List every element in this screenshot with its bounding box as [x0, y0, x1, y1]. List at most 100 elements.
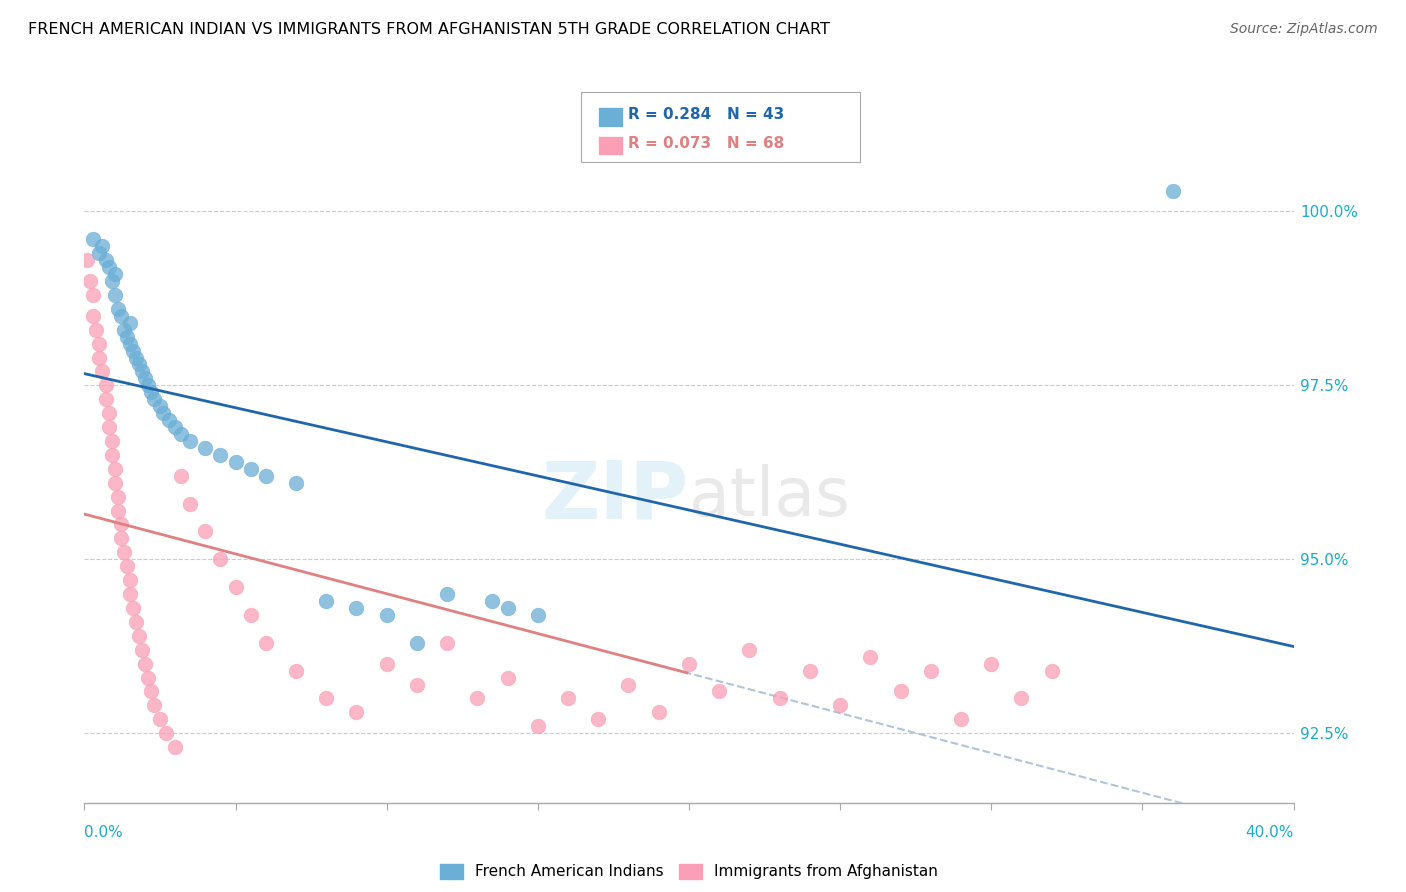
Point [980, 657, 1002, 671]
Point [436, 587, 458, 601]
Point [118, 587, 141, 601]
Point [285, 475, 308, 490]
Point [170, 427, 193, 442]
Point [118, 316, 141, 330]
Point [254, 468, 277, 483]
Point [97, 420, 120, 434]
Point [346, 706, 368, 720]
Point [149, 399, 172, 413]
Point [134, 657, 156, 671]
Point [1161, 184, 1184, 198]
Point [149, 712, 172, 726]
Point [94, 378, 117, 392]
Point [617, 677, 640, 691]
Point [139, 385, 162, 400]
Point [346, 601, 368, 615]
Point [830, 698, 852, 713]
Point [110, 532, 132, 546]
Point [209, 552, 232, 566]
Point [709, 684, 731, 698]
Point [557, 691, 579, 706]
Point [239, 607, 262, 622]
Point [104, 288, 127, 302]
Point [315, 594, 337, 608]
Point [94, 253, 117, 268]
Text: ZIP: ZIP [541, 458, 689, 536]
Point [950, 712, 973, 726]
Point [481, 594, 503, 608]
Point [285, 664, 308, 678]
Point [527, 719, 550, 733]
Point [136, 378, 159, 392]
Point [76, 253, 98, 268]
Point [769, 691, 792, 706]
Point [125, 615, 148, 629]
Point [79, 274, 101, 288]
Point [136, 671, 159, 685]
Legend: French American Indians, Immigrants from Afghanistan: French American Indians, Immigrants from… [434, 857, 943, 886]
Point [100, 448, 122, 462]
Point [110, 517, 132, 532]
Point [859, 649, 882, 664]
Point [738, 642, 761, 657]
Point [107, 301, 129, 316]
Point [107, 490, 129, 504]
Point [890, 684, 912, 698]
Point [104, 475, 127, 490]
Text: 40.0%: 40.0% [1246, 825, 1294, 840]
Point [125, 351, 148, 365]
Point [678, 657, 700, 671]
Point [131, 642, 153, 657]
Point [496, 601, 519, 615]
Point [179, 434, 201, 448]
Point [406, 636, 429, 650]
Point [82, 232, 104, 246]
Point [209, 448, 232, 462]
Point [104, 462, 127, 476]
Point [142, 392, 165, 407]
Point [1011, 691, 1033, 706]
Point [91, 364, 114, 378]
Point [165, 420, 187, 434]
Point [110, 309, 132, 323]
Point [648, 706, 671, 720]
Point [97, 406, 120, 420]
Text: R = 0.284   N = 43: R = 0.284 N = 43 [628, 107, 785, 122]
Point [112, 545, 135, 559]
Point [194, 524, 217, 539]
Point [799, 664, 821, 678]
Point [118, 336, 141, 351]
Point [89, 246, 111, 260]
Point [107, 503, 129, 517]
Point [155, 726, 177, 740]
Point [170, 468, 193, 483]
Point [118, 573, 141, 587]
Text: 0.0%: 0.0% [84, 825, 124, 840]
Point [86, 323, 108, 337]
Point [142, 698, 165, 713]
Point [225, 580, 247, 594]
Point [82, 288, 104, 302]
Point [112, 323, 135, 337]
Point [496, 671, 519, 685]
Point [139, 684, 162, 698]
Point [89, 351, 111, 365]
Point [82, 309, 104, 323]
Text: Source: ZipAtlas.com: Source: ZipAtlas.com [1230, 22, 1378, 37]
Point [131, 364, 153, 378]
Point [134, 371, 156, 385]
Point [91, 239, 114, 253]
Point [115, 559, 138, 574]
Point [315, 691, 337, 706]
Point [97, 260, 120, 274]
Text: R = 0.073   N = 68: R = 0.073 N = 68 [628, 136, 785, 151]
Point [225, 455, 247, 469]
Point [588, 712, 610, 726]
Point [94, 392, 117, 407]
Point [375, 657, 398, 671]
Point [254, 636, 277, 650]
Point [104, 267, 127, 281]
Point [115, 329, 138, 343]
Point [375, 607, 398, 622]
Point [527, 607, 550, 622]
